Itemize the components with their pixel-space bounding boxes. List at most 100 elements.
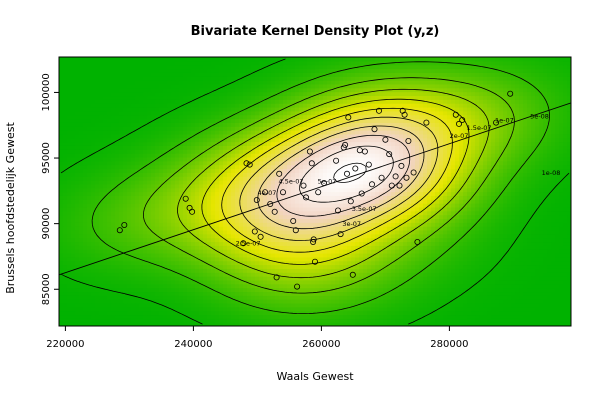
density-cell	[247, 322, 252, 326]
density-cell	[335, 249, 340, 254]
density-cell	[195, 241, 200, 246]
density-cell	[303, 260, 308, 266]
density-cell	[363, 306, 368, 312]
density-cell	[187, 195, 192, 200]
density-cell	[475, 206, 480, 212]
density-cell	[311, 195, 316, 200]
density-cell	[123, 199, 128, 204]
density-cell	[547, 214, 552, 219]
density-cell	[387, 287, 392, 293]
density-cell	[423, 222, 428, 227]
density-cell	[555, 218, 560, 223]
density-cell	[151, 245, 156, 250]
density-cell	[543, 229, 548, 235]
density-cell	[327, 279, 332, 285]
density-cell	[199, 264, 204, 269]
density-cell	[267, 176, 272, 181]
density-cell	[155, 283, 160, 289]
density-cell	[519, 176, 524, 181]
density-cell	[427, 264, 432, 269]
density-cell	[347, 302, 352, 308]
density-cell	[503, 291, 508, 296]
density-cell	[87, 229, 92, 235]
density-cell	[331, 218, 336, 223]
density-cell	[75, 187, 80, 193]
density-cell	[95, 279, 100, 285]
density-cell	[227, 291, 232, 296]
density-cell	[207, 214, 212, 219]
density-cell	[315, 191, 320, 196]
density-cell	[195, 245, 200, 250]
density-cell	[519, 272, 524, 277]
density-cell	[475, 241, 480, 246]
density-cell	[511, 179, 516, 185]
density-cell	[479, 287, 484, 293]
density-cell	[431, 322, 436, 326]
density-cell	[191, 183, 196, 189]
density-cell	[499, 287, 504, 293]
density-cell	[455, 245, 460, 250]
density-cell	[555, 226, 560, 231]
density-cell	[355, 203, 360, 208]
density-cell	[307, 291, 312, 296]
density-cell	[207, 314, 212, 319]
density-cell	[63, 295, 68, 300]
density-cell	[243, 203, 248, 208]
density-cell	[223, 226, 228, 231]
density-cell	[183, 218, 188, 223]
density-cell	[559, 206, 564, 212]
density-cell	[83, 287, 88, 293]
density-cell	[471, 191, 476, 196]
density-cell	[419, 183, 424, 189]
density-cell	[511, 195, 516, 200]
density-cell	[139, 322, 144, 326]
density-cell	[199, 176, 204, 181]
density-cell	[59, 179, 64, 185]
density-cell	[323, 299, 328, 304]
density-cell	[231, 306, 236, 312]
density-cell	[299, 206, 304, 212]
density-cell	[499, 276, 504, 281]
density-cell	[307, 252, 312, 258]
density-cell	[351, 272, 356, 277]
density-cell	[167, 295, 172, 300]
density-cell	[271, 179, 276, 185]
density-cell	[323, 203, 328, 208]
density-cell	[199, 291, 204, 296]
density-cell	[95, 203, 100, 208]
density-cell	[515, 314, 520, 319]
density-cell	[255, 252, 260, 258]
density-cell	[91, 222, 96, 227]
density-cell	[131, 287, 136, 293]
density-cell	[295, 176, 300, 181]
density-cell	[219, 206, 224, 212]
density-cell	[59, 222, 64, 227]
density-cell	[483, 203, 488, 208]
density-cell	[359, 249, 364, 254]
density-cell	[139, 252, 144, 258]
density-cell	[307, 187, 312, 193]
density-cell	[227, 256, 232, 262]
density-cell	[131, 252, 136, 258]
density-cell	[327, 295, 332, 300]
density-cell	[163, 206, 168, 212]
density-cell	[99, 179, 104, 185]
density-cell	[239, 214, 244, 219]
density-cell	[327, 210, 332, 216]
density-cell	[335, 291, 340, 296]
density-cell	[515, 237, 520, 243]
density-cell	[543, 199, 548, 204]
density-cell	[519, 241, 524, 246]
density-cell	[495, 226, 500, 231]
density-cell	[67, 287, 72, 293]
density-cell	[147, 272, 152, 277]
density-cell	[227, 199, 232, 204]
density-cell	[143, 187, 148, 193]
density-cell	[87, 206, 92, 212]
density-cell	[67, 214, 72, 219]
density-cell	[471, 314, 476, 319]
density-cell	[75, 237, 80, 243]
density-cell	[187, 199, 192, 204]
density-cell	[371, 260, 376, 266]
density-cell	[567, 214, 571, 219]
